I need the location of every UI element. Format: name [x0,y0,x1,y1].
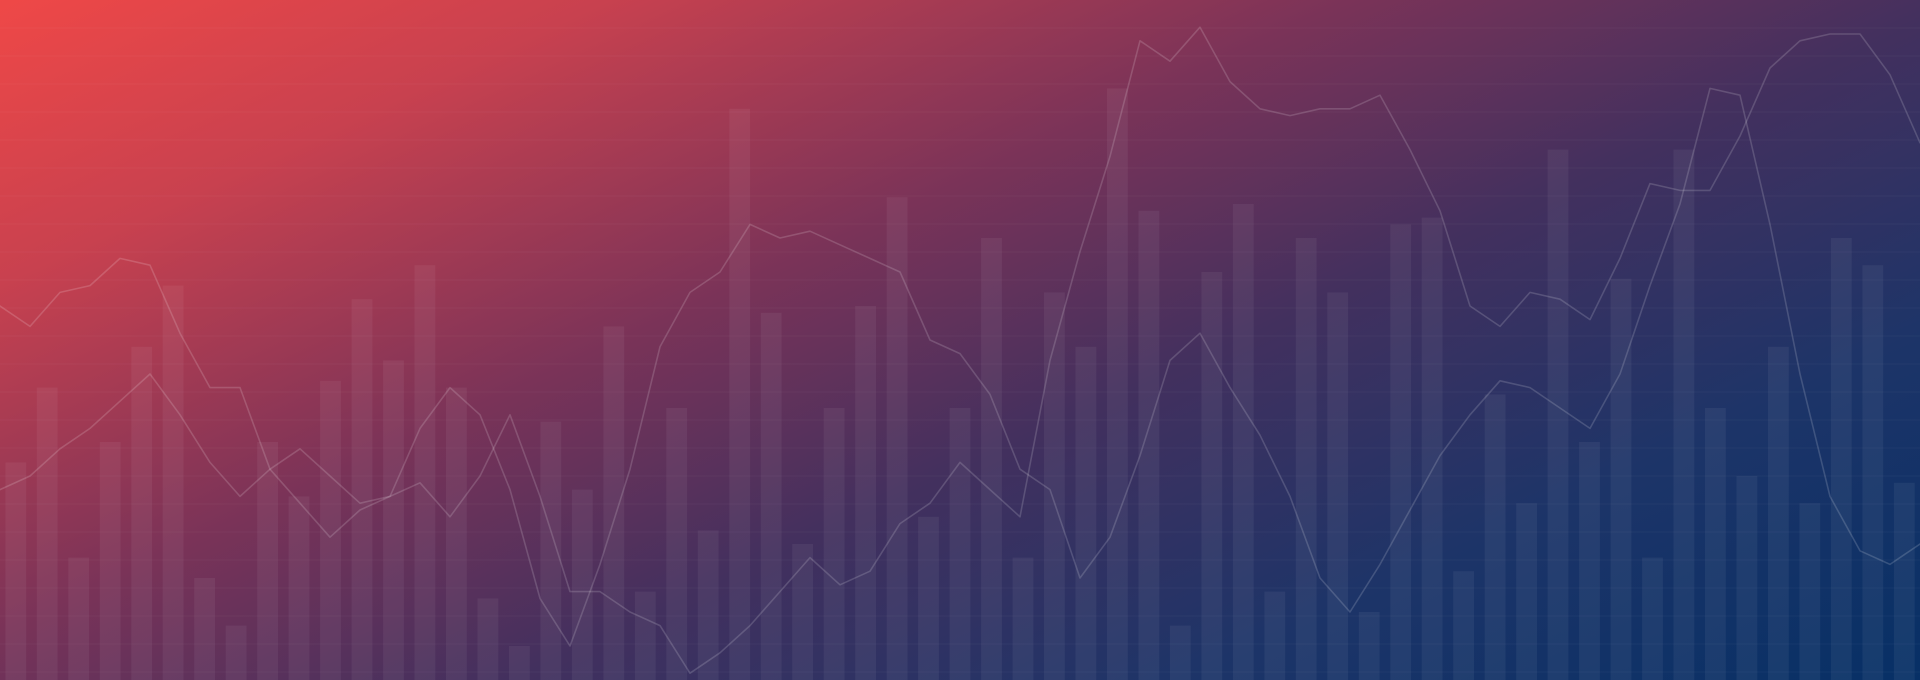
chart-bar [729,108,751,680]
chart-bar [446,387,467,680]
chart-bar [36,387,58,680]
chart-bar [194,578,215,680]
chart-bar [1012,557,1034,680]
chart-bar [634,591,656,680]
chart-bar [320,380,341,680]
chart-bar [1736,476,1758,680]
chart-bar [918,516,939,680]
chart-bar [1295,238,1317,680]
chart-bar [68,557,90,680]
chart-bar [1799,503,1821,680]
chart-bar [981,238,1002,680]
chart-bar [1484,394,1506,680]
chart-bar [288,496,310,680]
chart-bar [225,625,247,680]
chart-bar [697,530,719,680]
chart-bar [1201,272,1223,680]
chart-bar [162,285,184,680]
chart-bar [1232,204,1254,680]
chart-bar [5,462,27,680]
chart-bar [1390,224,1412,680]
chart-bar [949,408,971,680]
chart-bar [603,326,625,680]
chart-bar [1075,346,1097,680]
chart-bar [1107,88,1128,680]
chart-bar [1044,292,1065,680]
chart-bar [257,442,278,680]
chart-bar [823,408,845,680]
chart-bar [1138,210,1160,680]
chart-bar [540,421,562,680]
chart-bar [760,312,782,680]
chart-bar [351,299,373,680]
chart-bar [1421,217,1443,680]
chart-bar [792,544,813,680]
chart-bar [1169,625,1191,680]
chart-bar [99,442,121,680]
chart-bar [383,360,404,680]
chart-bar [509,646,530,680]
chart-bar [1547,149,1569,680]
chart-bar [1453,571,1474,680]
background-bar-series [5,88,1915,680]
chart-bar [1610,278,1632,680]
chart-bar [1862,265,1884,680]
chart-bar [414,265,436,680]
chart-bar [1830,238,1852,680]
chart-bar [1768,346,1789,680]
chart-bar [855,306,876,680]
chart-bar [1673,149,1695,680]
chart-bar [1516,503,1537,680]
chart-bar [477,598,499,680]
chart-bar [886,197,908,680]
trend-line [0,87,1920,647]
chart-bar [1579,442,1600,680]
trend-line [0,26,1920,675]
chart-bar [1327,292,1349,680]
chart-bar [1642,557,1663,680]
chart-bar [571,489,593,680]
chart-bar [1264,591,1286,680]
chart-bar [1893,482,1915,680]
trend-line-series [0,26,1920,675]
chart-bar [1705,408,1726,680]
chart-bar [131,346,153,680]
chart-bar [1358,612,1380,680]
chart-bar [666,408,688,680]
